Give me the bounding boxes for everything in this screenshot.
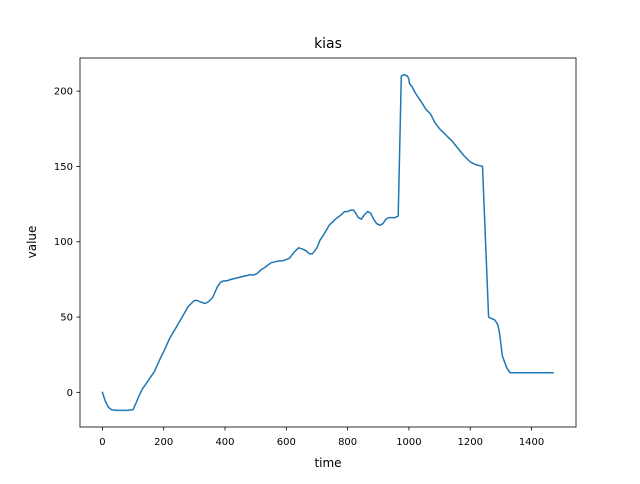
x-tick-label: 0 <box>99 437 105 448</box>
plot-frame <box>79 57 577 428</box>
x-tick-label: 1000 <box>396 437 421 448</box>
axes-layer: 0 200 400 600 800 1000 1200 1400 0 50 100 150 200 <box>54 57 577 448</box>
y-tick-label: 200 <box>54 87 73 98</box>
x-axis-label: time <box>314 456 341 470</box>
x-tick-label: 800 <box>338 437 357 448</box>
chart-title: kias <box>314 36 342 52</box>
x-tick-label: 1400 <box>519 437 544 448</box>
y-axis-label: value <box>25 226 39 259</box>
x-tick-label: 200 <box>154 437 173 448</box>
y-tick-label: 0 <box>67 388 73 399</box>
series-line-0 <box>101 73 554 412</box>
x-tick-label: 600 <box>277 437 296 448</box>
y-tick-label: 50 <box>60 313 73 324</box>
y-tick-label: 150 <box>54 162 73 173</box>
plot-layer <box>101 73 554 412</box>
y-tick-label: 100 <box>54 237 73 248</box>
x-tick-label: 400 <box>215 437 234 448</box>
x-tick-label: 1200 <box>458 437 483 448</box>
